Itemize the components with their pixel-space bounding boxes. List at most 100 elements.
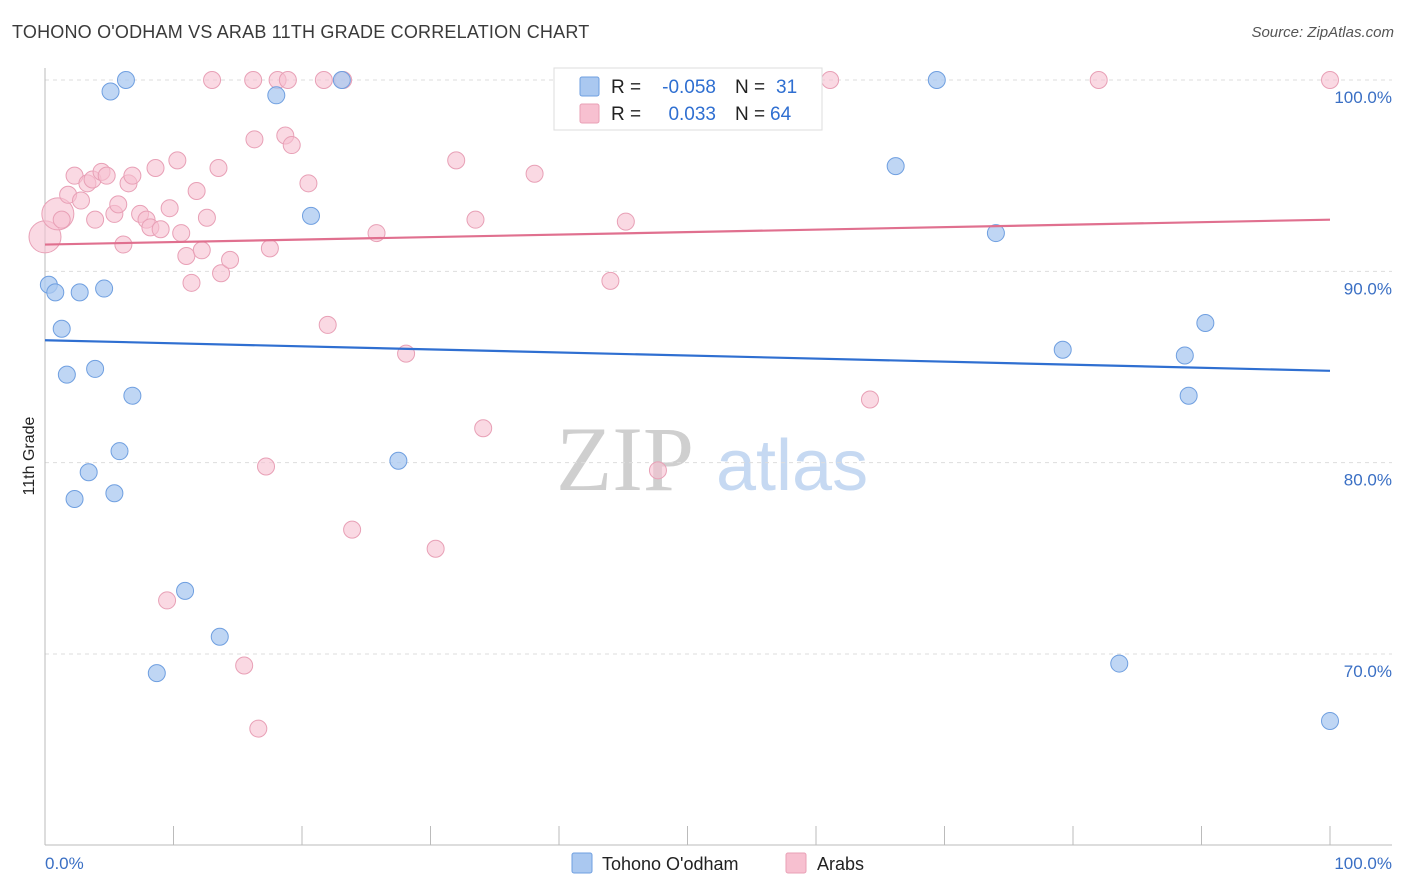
arab-point-15	[123, 166, 142, 185]
tohono-point-20	[389, 451, 408, 470]
tohono-point-7	[86, 359, 105, 378]
trend-lines	[44, 218, 1331, 372]
tohono-point-2	[52, 319, 71, 338]
tohono-point-12	[116, 71, 135, 89]
tohono-point-6	[79, 463, 98, 482]
tohono-point-25	[1053, 340, 1072, 359]
arab-point-52	[447, 151, 466, 170]
arab-point-5	[71, 191, 90, 210]
stats-legend: R = -0.058 N = 31 R = 0.033 N = 64	[553, 67, 823, 131]
arab-point-37	[249, 719, 268, 738]
tohono-point-1	[46, 283, 65, 302]
arab-point-10	[97, 166, 116, 185]
arab-point-23	[168, 151, 187, 170]
y-tick-labels: 100.0% 90.0% 80.0% 70.0%	[1334, 88, 1392, 681]
watermark-zip: ZIP	[556, 408, 694, 510]
x-tick-label-max: 100.0%	[1334, 854, 1392, 873]
legend-r-value-tohono: -0.058	[662, 77, 716, 98]
arab-point-46	[318, 315, 337, 334]
arab-point-8	[86, 210, 105, 229]
arab-point-25	[177, 247, 196, 266]
arab-point-42	[278, 71, 297, 89]
arab-point-48	[343, 520, 362, 539]
x-tick-label-min: 0.0%	[45, 854, 84, 873]
tohono-point-23	[927, 71, 946, 89]
arab-point-62	[1089, 71, 1108, 89]
legend-n-value-tohono: 31	[776, 77, 797, 98]
arab-point-36	[245, 130, 264, 149]
arab-point-51	[426, 539, 445, 558]
watermark-atlas: atlas	[716, 426, 868, 506]
arab-point-44	[299, 174, 318, 193]
y-tick-label-1: 90.0%	[1344, 279, 1392, 298]
tohono-point-16	[210, 627, 229, 646]
tohono-point-28	[1179, 386, 1198, 405]
arab-point-27	[187, 181, 206, 200]
tohono-point-13	[123, 386, 142, 405]
scatter-points	[28, 71, 1339, 738]
y-tick-label-3: 70.0%	[1344, 662, 1392, 681]
source-label: Source: ZipAtlas.com	[1251, 24, 1394, 41]
arab-point-20	[151, 220, 170, 239]
tohono-point-15	[176, 581, 195, 600]
tohono-point-24	[986, 224, 1005, 243]
legend-n-value-arabs: 64	[770, 104, 792, 125]
arab-point-26	[182, 273, 201, 292]
series-legend-label-arabs: Arabs	[817, 854, 864, 874]
y-tick-label-2: 80.0%	[1344, 471, 1392, 490]
series-legend-swatch-arabs	[785, 852, 807, 874]
arab-trend-line	[44, 218, 1331, 246]
arab-point-19	[146, 159, 165, 178]
tohono-point-8	[95, 279, 114, 298]
tohono-point-18	[301, 206, 320, 225]
tohono-point-9	[101, 82, 120, 101]
arab-point-35	[244, 71, 263, 89]
y-axis-title: 11th Grade	[21, 416, 38, 495]
arab-point-28	[192, 241, 211, 260]
legend-n-label-tohono: N =	[735, 77, 765, 98]
tohono-point-14	[147, 664, 166, 683]
arab-point-43	[282, 136, 301, 155]
y-tick-label-0: 100.0%	[1334, 88, 1392, 107]
tohono-point-29	[1196, 313, 1215, 332]
tohono-point-3	[57, 365, 76, 384]
tohono-point-22	[886, 157, 905, 176]
legend-swatch-arabs	[579, 103, 600, 124]
arab-point-2	[52, 210, 71, 229]
arab-point-31	[209, 159, 228, 178]
arab-point-53	[466, 210, 485, 229]
tohono-point-19	[332, 71, 351, 89]
legend-r-label-tohono: R =	[611, 77, 641, 98]
axes	[44, 68, 1392, 846]
arab-point-60	[860, 390, 879, 409]
arab-point-24	[172, 224, 191, 243]
chart-title: TOHONO O'ODHAM VS ARAB 11TH GRADE CORREL…	[12, 22, 590, 42]
tohono-point-5	[70, 283, 89, 302]
arab-point-56	[601, 271, 620, 290]
legend-swatch-tohono	[579, 76, 600, 97]
arab-point-30	[203, 71, 222, 89]
arab-point-12	[109, 195, 128, 214]
tohono-point-10	[105, 484, 124, 503]
arab-point-38	[257, 457, 276, 476]
tohono-point-17	[267, 86, 286, 105]
arab-point-55	[525, 164, 544, 183]
x-ticks	[44, 826, 1331, 845]
arab-point-32	[212, 264, 231, 283]
series-legend: Tohono O'odham Arabs	[571, 852, 864, 874]
arab-point-34	[235, 656, 254, 675]
tohono-point-27	[1175, 346, 1194, 365]
arab-point-57	[616, 212, 635, 231]
tohono-point-4	[65, 490, 84, 509]
series-legend-label-tohono: Tohono O'odham	[602, 854, 739, 874]
tohono-point-26	[1110, 654, 1129, 673]
arab-point-13	[114, 235, 133, 254]
arab-point-33	[221, 250, 240, 269]
arab-point-29	[197, 208, 216, 227]
series-legend-swatch-tohono	[571, 852, 593, 874]
arab-point-54	[474, 419, 493, 438]
arab-point-63	[1321, 71, 1339, 89]
tohono-point-30	[1321, 711, 1339, 730]
arab-point-22	[160, 199, 179, 218]
